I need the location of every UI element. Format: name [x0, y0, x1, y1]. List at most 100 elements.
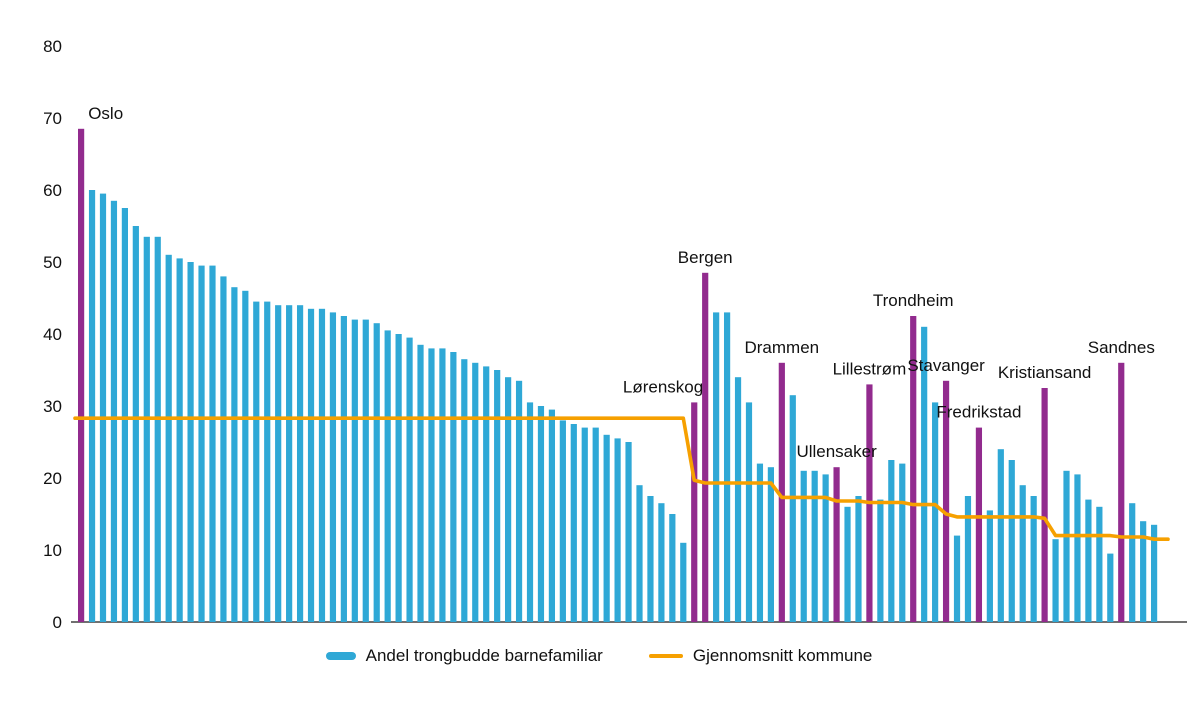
bar — [253, 301, 260, 622]
bar — [526, 402, 534, 622]
legend-item-line: Gjennomsnitt kommune — [648, 646, 873, 666]
bar — [187, 262, 194, 622]
city-label: Fredrikstad — [936, 403, 1021, 422]
bar — [734, 377, 742, 622]
bar — [570, 424, 577, 622]
bar — [800, 470, 807, 622]
bar — [658, 503, 665, 622]
city-label: Lillestrøm — [833, 359, 907, 378]
bar — [275, 305, 282, 622]
bar — [877, 499, 884, 622]
bar — [614, 438, 621, 622]
y-tick-label: 80 — [43, 37, 62, 56]
bar — [1030, 496, 1037, 622]
bar — [384, 330, 391, 622]
bar — [680, 542, 687, 622]
bar — [953, 535, 961, 622]
bar — [1107, 553, 1114, 622]
highlight-bar — [702, 272, 709, 622]
highlight-bar — [1041, 388, 1048, 622]
y-tick-label: 30 — [43, 397, 62, 416]
city-label: Lørenskog — [623, 377, 703, 396]
line-series-swatch — [648, 654, 683, 658]
bar — [997, 449, 1004, 622]
bar — [99, 193, 107, 622]
city-label: Ullensaker — [796, 442, 877, 461]
bar — [592, 427, 599, 622]
chart-legend: Andel trongbudde barnefamiliar Gjennomsn… — [0, 646, 1198, 666]
bar — [505, 377, 512, 622]
bar — [647, 496, 654, 622]
bar — [198, 265, 205, 622]
bar — [1151, 524, 1158, 622]
bar — [1052, 539, 1059, 622]
bar — [351, 319, 358, 622]
bar — [1140, 521, 1147, 622]
bar — [855, 496, 862, 622]
bar — [822, 474, 829, 622]
y-tick-label: 0 — [53, 613, 62, 632]
bar — [932, 402, 939, 622]
bar — [286, 305, 293, 622]
bar — [581, 427, 588, 622]
highlight-bar — [1118, 362, 1125, 622]
city-label: Bergen — [678, 248, 733, 267]
bar — [362, 319, 369, 622]
bar — [537, 406, 545, 622]
bar — [713, 312, 720, 622]
city-label: Trondheim — [873, 291, 954, 310]
bar — [767, 467, 774, 622]
bar — [472, 362, 479, 622]
bar — [231, 287, 238, 622]
bar — [176, 258, 183, 622]
bar — [625, 442, 632, 622]
bar — [756, 463, 764, 622]
bar — [494, 370, 501, 622]
bar — [515, 380, 523, 622]
bar — [450, 352, 457, 622]
highlight-bar — [833, 467, 840, 622]
bar — [264, 301, 271, 622]
highlight-bar — [78, 128, 85, 623]
bar — [121, 208, 128, 622]
bar-series-label: Andel trongbudde barnefamiliar — [365, 646, 603, 665]
bar — [899, 463, 906, 622]
y-tick-label: 60 — [43, 181, 62, 200]
city-label: Sandnes — [1088, 338, 1155, 357]
bar — [1063, 470, 1070, 622]
bar — [844, 506, 851, 622]
bar — [888, 460, 895, 622]
bar — [307, 308, 315, 622]
y-tick-label: 10 — [43, 541, 62, 560]
bar — [986, 510, 993, 622]
bar — [395, 334, 402, 622]
bar — [669, 514, 676, 622]
bar — [110, 200, 118, 623]
city-label: Kristiansand — [998, 363, 1092, 382]
bar — [88, 190, 96, 622]
highlight-bar — [942, 380, 950, 622]
bar — [143, 236, 150, 623]
bar — [559, 420, 566, 622]
y-tick-label: 40 — [43, 325, 62, 344]
bar — [318, 308, 326, 622]
y-tick-label: 70 — [43, 109, 62, 128]
bar — [209, 265, 216, 622]
highlight-bar — [691, 402, 698, 622]
bar — [154, 236, 161, 623]
legend-item-bars: Andel trongbudde barnefamiliar — [325, 646, 603, 666]
bar — [1085, 499, 1092, 622]
bar — [1008, 460, 1015, 622]
highlight-bar — [910, 316, 917, 622]
bar — [406, 337, 413, 622]
bar — [1019, 485, 1026, 622]
bar — [220, 276, 227, 622]
bar — [165, 254, 172, 623]
bar — [789, 395, 796, 622]
line-series-label: Gjennomsnitt kommune — [692, 646, 873, 665]
average-line — [73, 416, 1170, 542]
y-tick-label: 50 — [43, 253, 62, 272]
bar — [1129, 503, 1136, 622]
bar — [964, 496, 972, 622]
